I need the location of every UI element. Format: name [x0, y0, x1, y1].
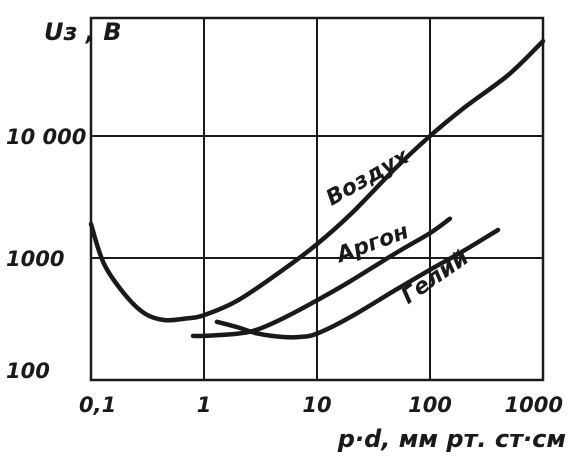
series-label-0: Воздух — [322, 144, 414, 212]
x-tick-label-2: 10 — [302, 393, 331, 417]
y-tick-labels: 100 1000 10 000 — [6, 125, 86, 383]
series-curve-2 — [214, 227, 501, 340]
series-curve-1 — [190, 216, 453, 339]
y-tick-label-0: 100 — [6, 359, 50, 383]
x-tick-labels: 0,1 1 10 100 1000 — [79, 393, 563, 417]
series-label-2: Гелий — [397, 245, 474, 309]
grid — [91, 18, 543, 380]
x-tick-label-1: 1 — [197, 393, 212, 417]
series-label-1: Аргон — [332, 219, 413, 269]
y-axis-title: Uз , В — [44, 18, 122, 46]
series-curve-0 — [88, 38, 546, 323]
series-layer — [88, 38, 546, 340]
x-axis-title: p·d, мм рт. ст·см — [337, 425, 566, 453]
x-tick-label-0: 0,1 — [79, 393, 116, 417]
x-tick-label-4: 1000 — [505, 393, 563, 417]
y-tick-label-2: 10 000 — [6, 125, 86, 149]
x-tick-label-3: 100 — [408, 393, 452, 417]
plot-frame — [89, 16, 545, 382]
y-tick-label-1: 1000 — [6, 247, 64, 271]
